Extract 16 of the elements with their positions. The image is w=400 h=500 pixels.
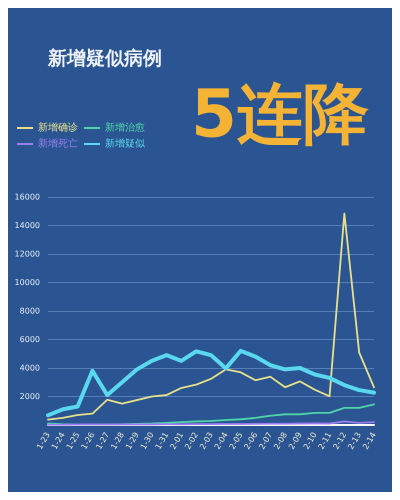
y-tick-label: 6000: [20, 335, 40, 344]
line-series: [47, 212, 375, 420]
line-series: [46, 348, 376, 418]
y-tick-label: 10000: [14, 278, 40, 287]
y-tick-label: 12000: [14, 250, 40, 258]
legend-label: 新增死亡: [38, 138, 78, 150]
chart-title: 新增疑似病例: [47, 48, 162, 70]
chart-subtitle: 5连降: [191, 76, 369, 152]
legend-label: 新增疑似: [105, 138, 145, 150]
legend-label: 新增确诊: [38, 122, 78, 134]
legend-label: 新增治愈: [105, 122, 145, 134]
y-tick-label: 2000: [20, 392, 40, 401]
y-tick-label: 4000: [20, 364, 40, 372]
y-tick-label: 8000: [20, 306, 40, 316]
y-tick-label: 16000: [14, 192, 40, 202]
y-tick-label: 14000: [14, 221, 40, 230]
